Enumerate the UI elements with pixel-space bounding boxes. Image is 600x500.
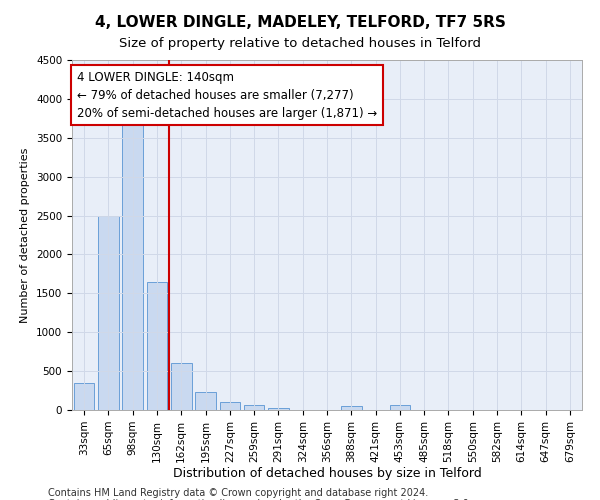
Bar xyxy=(122,118,143,410)
Bar xyxy=(220,402,240,410)
Bar xyxy=(268,408,289,410)
Bar xyxy=(195,392,216,410)
Text: 4 LOWER DINGLE: 140sqm
← 79% of detached houses are smaller (7,277)
20% of semi-: 4 LOWER DINGLE: 140sqm ← 79% of detached… xyxy=(77,70,377,120)
Bar xyxy=(98,216,119,410)
Text: Contains public sector information licensed under the Open Government Licence v3: Contains public sector information licen… xyxy=(48,499,472,500)
Bar xyxy=(146,282,167,410)
Bar xyxy=(389,406,410,410)
Text: Contains HM Land Registry data © Crown copyright and database right 2024.: Contains HM Land Registry data © Crown c… xyxy=(48,488,428,498)
Text: 4, LOWER DINGLE, MADELEY, TELFORD, TF7 5RS: 4, LOWER DINGLE, MADELEY, TELFORD, TF7 5… xyxy=(95,15,505,30)
Y-axis label: Number of detached properties: Number of detached properties xyxy=(20,148,31,322)
X-axis label: Distribution of detached houses by size in Telford: Distribution of detached houses by size … xyxy=(173,468,481,480)
Bar xyxy=(244,406,265,410)
Bar xyxy=(171,364,191,410)
Bar xyxy=(341,406,362,410)
Text: Size of property relative to detached houses in Telford: Size of property relative to detached ho… xyxy=(119,38,481,51)
Bar xyxy=(74,383,94,410)
